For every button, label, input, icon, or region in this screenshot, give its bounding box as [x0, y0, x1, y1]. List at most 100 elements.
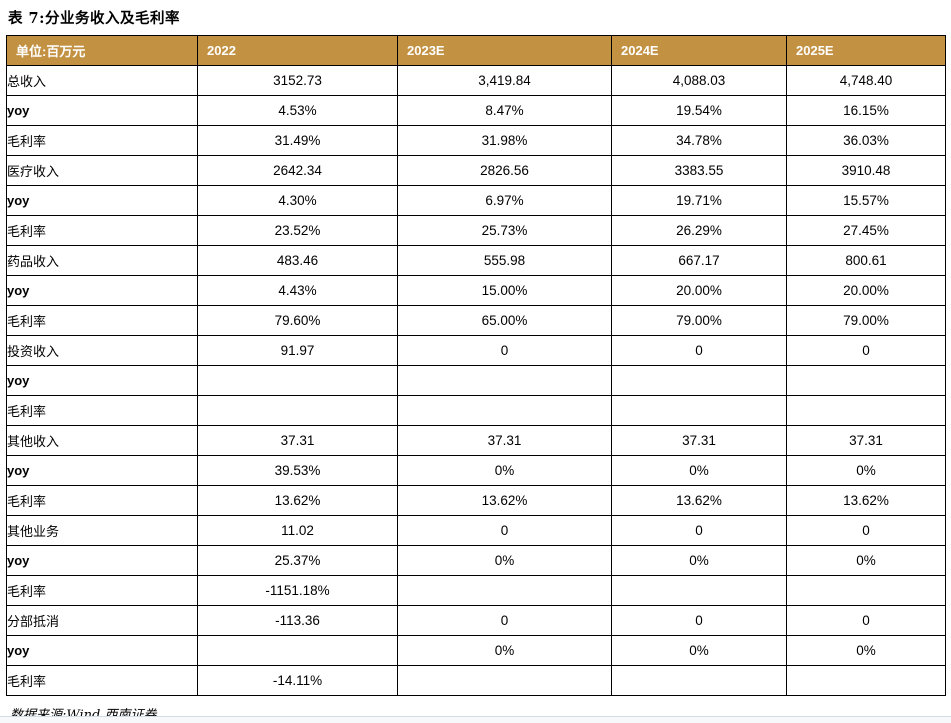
row-label: 药品收入	[6, 245, 198, 276]
cell-value: 3152.73	[197, 65, 398, 96]
cell-value: 65.00%	[397, 305, 612, 336]
cell-value: 27.45%	[786, 215, 946, 246]
cell-value: 13.62%	[197, 485, 398, 516]
cell-value: 2642.34	[197, 155, 398, 186]
table-title: 表 7:分业务收入及毛利率	[8, 10, 180, 27]
cell-value: 0	[786, 605, 946, 636]
cell-value: 13.62%	[786, 485, 946, 516]
cell-value: 31.98%	[397, 125, 612, 156]
cell-value: 79.60%	[197, 305, 398, 336]
cell-value	[786, 665, 946, 696]
table-row: 药品收入 483.46 555.98 667.17 800.61	[6, 245, 946, 276]
cell-value: 39.53%	[197, 455, 398, 486]
cell-value: 36.03%	[786, 125, 946, 156]
table-row: 毛利率 23.52% 25.73% 26.29% 27.45%	[6, 215, 946, 246]
column-header: 2022	[197, 35, 398, 66]
cell-value: 20.00%	[611, 275, 787, 306]
table-row: 投资收入 91.97 0 0 0	[6, 335, 946, 366]
cell-value: 13.62%	[611, 485, 787, 516]
cell-value: 4,088.03	[611, 65, 787, 96]
cell-value: -113.36	[197, 605, 398, 636]
cell-value: 79.00%	[611, 305, 787, 336]
row-label: yoy	[6, 635, 198, 666]
table-row: yoy 0% 0% 0%	[6, 635, 946, 666]
table-row: 毛利率 -1151.18%	[6, 575, 946, 606]
cell-value: 0	[786, 335, 946, 366]
cell-value: 15.57%	[786, 185, 946, 216]
business-revenue-table: 单位:百万元 2022 2023E 2024E 2025E 总收入 3152.73 3,41…	[6, 35, 946, 696]
cell-value: 0%	[786, 545, 946, 576]
table-row: 毛利率 31.49% 31.98% 34.78% 36.03%	[6, 125, 946, 156]
cell-value: 4.43%	[197, 275, 398, 306]
row-label: 毛利率	[6, 305, 198, 336]
table-row: yoy 25.37% 0% 0% 0%	[6, 545, 946, 576]
row-label: 医疗收入	[6, 155, 198, 186]
row-label: yoy	[6, 455, 198, 486]
table-row: 医疗收入 2642.34 2826.56 3383.55 3910.48	[6, 155, 946, 186]
column-header: 2024E	[611, 35, 787, 66]
row-label: yoy	[6, 545, 198, 576]
table-row: yoy 4.30% 6.97% 19.71% 15.57%	[6, 185, 946, 216]
cell-value	[197, 365, 398, 396]
cell-value: 0	[786, 515, 946, 546]
row-label: 毛利率	[6, 575, 198, 606]
cell-value: 4,748.40	[786, 65, 946, 96]
cell-value: 0	[397, 515, 612, 546]
cell-value	[611, 665, 787, 696]
cell-value	[786, 365, 946, 396]
table-row: 其他收入 37.31 37.31 37.31 37.31	[6, 425, 946, 456]
table-row: 毛利率 79.60% 65.00% 79.00% 79.00%	[6, 305, 946, 336]
row-label: yoy	[6, 185, 198, 216]
column-header: 单位:百万元	[6, 35, 198, 66]
cell-value: 37.31	[397, 425, 612, 456]
row-label: 毛利率	[6, 665, 198, 696]
cell-value: 0%	[397, 635, 612, 666]
row-label: yoy	[6, 95, 198, 126]
cell-value: 8.47%	[397, 95, 612, 126]
cell-value: -14.11%	[197, 665, 398, 696]
cell-value: 3383.55	[611, 155, 787, 186]
cell-value: 25.37%	[197, 545, 398, 576]
cell-value: 555.98	[397, 245, 612, 276]
cell-value: 37.31	[197, 425, 398, 456]
cell-value: 91.97	[197, 335, 398, 366]
row-label: 分部抵消	[6, 605, 198, 636]
cell-value: 25.73%	[397, 215, 612, 246]
cell-value: 20.00%	[786, 275, 946, 306]
row-label: yoy	[6, 365, 198, 396]
cell-value: 0	[397, 335, 612, 366]
table-body: 总收入 3152.73 3,419.84 4,088.03 4,748.40 yoy 4.5…	[6, 65, 946, 696]
cell-value: 0	[611, 515, 787, 546]
cell-value	[397, 665, 612, 696]
cell-value: 34.78%	[611, 125, 787, 156]
cell-value	[786, 395, 946, 426]
cell-value: 3910.48	[786, 155, 946, 186]
cell-value: 483.46	[197, 245, 398, 276]
cell-value: 11.02	[197, 515, 398, 546]
cell-value: 23.52%	[197, 215, 398, 246]
cell-value	[611, 395, 787, 426]
cell-value	[611, 365, 787, 396]
column-header: 2023E	[397, 35, 612, 66]
cell-value: 2826.56	[397, 155, 612, 186]
cell-value: 0%	[786, 455, 946, 486]
row-label: 毛利率	[6, 485, 198, 516]
cell-value	[397, 575, 612, 606]
cell-value: 3,419.84	[397, 65, 612, 96]
table-row: yoy 4.43% 15.00% 20.00% 20.00%	[6, 275, 946, 306]
cell-value: 0%	[397, 455, 612, 486]
cell-value: 19.54%	[611, 95, 787, 126]
cell-value: -1151.18%	[197, 575, 398, 606]
cell-value	[397, 395, 612, 426]
cell-value: 0%	[611, 455, 787, 486]
table-row: yoy 4.53% 8.47% 19.54% 16.15%	[6, 95, 946, 126]
cell-value: 0	[397, 605, 612, 636]
cell-value: 0%	[611, 545, 787, 576]
cell-value: 6.97%	[397, 185, 612, 216]
cell-value: 0%	[611, 635, 787, 666]
row-label: 毛利率	[6, 215, 198, 246]
cell-value: 4.53%	[197, 95, 398, 126]
cell-value	[197, 635, 398, 666]
row-label: 投资收入	[6, 335, 198, 366]
